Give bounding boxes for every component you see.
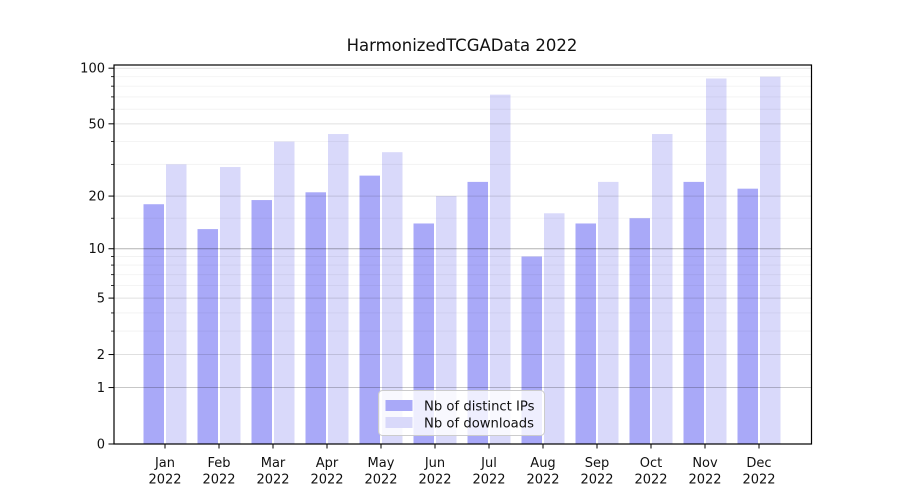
x-tick-label-year: 2022: [742, 473, 775, 488]
x-tick-label-year: 2022: [418, 473, 451, 488]
x-tick-label-year: 2022: [634, 473, 667, 488]
x-tick-label-month: Dec: [746, 456, 771, 471]
y-tick-label: 20: [88, 190, 105, 205]
bar-distinct-ips-jan: [143, 204, 164, 444]
x-tick-label-year: 2022: [364, 473, 397, 488]
x-tick-label-month: May: [368, 456, 395, 471]
x-tick-label-month: Apr: [316, 456, 339, 471]
bars-group: [143, 76, 781, 445]
bar-distinct-ips-oct: [629, 218, 650, 444]
bar-distinct-ips-dec: [737, 188, 758, 444]
x-tick-label-year: 2022: [526, 473, 559, 488]
axes-ticks: 0 1 2 5 10 20 50 100 Jan 2022 Feb 2022 Mar 2022 Apr 202…: [80, 62, 775, 488]
bar-downloads-apr: [328, 134, 349, 444]
bar-downloads-may: [382, 152, 403, 444]
bar-distinct-ips-mar: [251, 200, 272, 444]
x-tick-label-year: 2022: [472, 473, 505, 488]
legend-box: [378, 390, 545, 436]
bar-downloads-aug: [544, 213, 565, 444]
x-tick-label-month: Mar: [261, 456, 286, 471]
chart-title: HarmonizedTCGAData 2022: [347, 36, 578, 55]
y-tick-label: 2: [97, 348, 105, 363]
y-tick-label: 50: [88, 117, 105, 132]
bar-downloads-sep: [598, 181, 619, 444]
x-tick-label-year: 2022: [256, 473, 289, 488]
bar-distinct-ips-jul: [467, 181, 488, 444]
bar-distinct-ips-sep: [575, 223, 596, 444]
bar-downloads-nov: [706, 78, 727, 445]
x-tick-label-year: 2022: [148, 473, 181, 488]
y-tick-label: 1: [97, 381, 105, 396]
bar-downloads-dec: [760, 76, 781, 445]
gridlines: [114, 67, 812, 389]
x-tick-label-month: Aug: [530, 456, 555, 471]
legend-swatch-distinct-ips: [385, 400, 413, 411]
x-tick-label-month: Jun: [424, 456, 445, 471]
bar-downloads-jan: [166, 164, 187, 444]
bar-distinct-ips-apr: [305, 192, 326, 444]
legend-label-downloads: Nb of downloads: [424, 417, 534, 432]
legend-swatch-downloads: [385, 417, 413, 428]
plot-frame: [113, 64, 813, 445]
bar-distinct-ips-nov: [683, 181, 704, 444]
bar-downloads-jun: [436, 196, 457, 444]
y-tick-label: 100: [80, 62, 105, 77]
bar-downloads-feb: [220, 167, 241, 445]
y-tick-label: 0: [97, 438, 105, 453]
x-tick-label-year: 2022: [202, 473, 235, 488]
bar-distinct-ips-jun: [413, 223, 434, 444]
x-tick-label-month: Nov: [692, 456, 718, 471]
bar-distinct-ips-feb: [197, 229, 218, 444]
x-tick-label-month: Jan: [154, 456, 175, 471]
y-tick-label: 10: [88, 242, 105, 257]
x-tick-label-year: 2022: [688, 473, 721, 488]
x-tick-label-month: Sep: [585, 456, 610, 471]
bar-downloads-mar: [274, 141, 295, 444]
y-tick-label: 5: [97, 292, 105, 307]
legend: Nb of distinct IPs Nb of downloads: [378, 390, 545, 436]
x-tick-label-year: 2022: [580, 473, 613, 488]
x-tick-label-month: Jul: [480, 456, 497, 471]
x-tick-label-month: Feb: [207, 456, 230, 471]
x-tick-label-month: Oct: [640, 456, 662, 471]
bar-distinct-ips-may: [359, 175, 380, 444]
bar-downloads-oct: [652, 134, 673, 444]
x-tick-label-year: 2022: [310, 473, 343, 488]
legend-label-distinct-ips: Nb of distinct IPs: [424, 400, 535, 415]
bar-downloads-jul: [490, 94, 511, 444]
